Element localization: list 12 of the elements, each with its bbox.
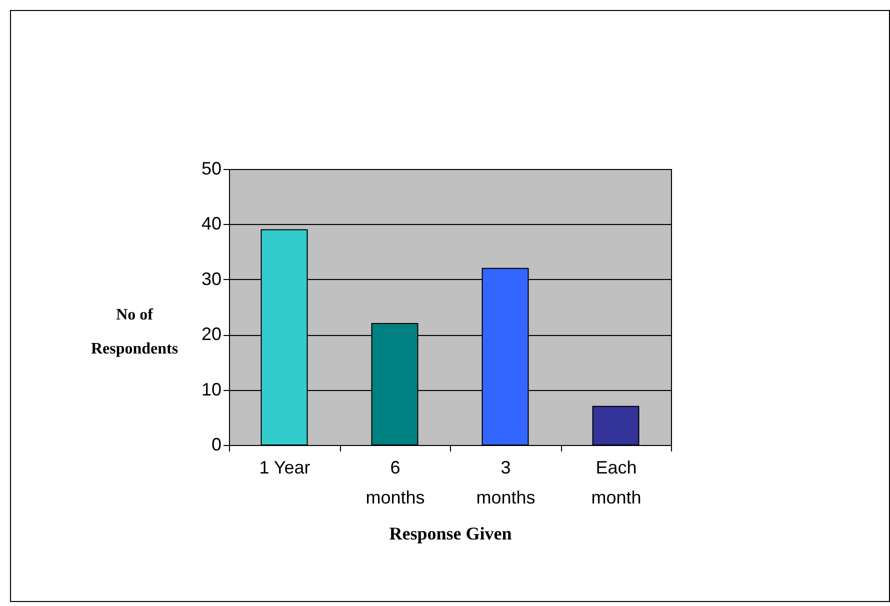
x-tick-label: Each month	[591, 458, 642, 508]
x-tick-label: 1 Year	[259, 458, 310, 478]
y-axis-title: No of Respondents	[90, 306, 178, 358]
x-tick-label: 6 months	[366, 458, 425, 508]
x-tick-label: 3 months	[476, 458, 536, 508]
y-tick-label: 0	[211, 434, 222, 454]
x-axis-title: Response Given	[389, 524, 512, 544]
y-tick-label: 40	[201, 214, 222, 234]
y-tick-label: 30	[201, 268, 222, 289]
y-tick-label: 20	[201, 324, 222, 344]
y-tick-label: 10	[201, 379, 222, 400]
y-tick-label: 50	[201, 158, 222, 178]
